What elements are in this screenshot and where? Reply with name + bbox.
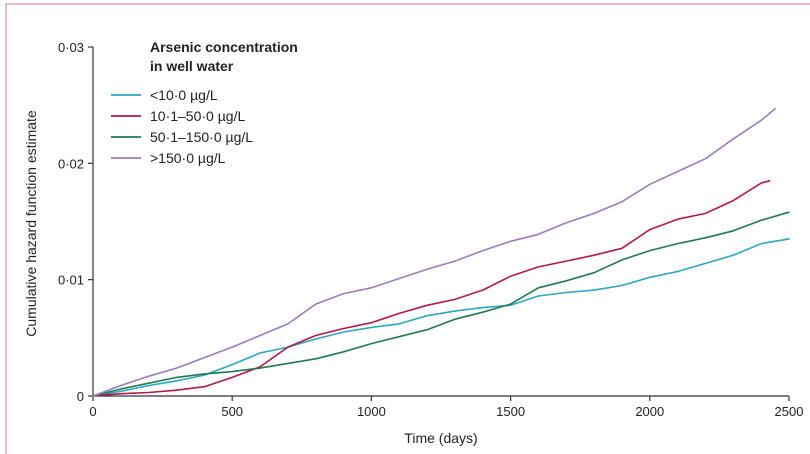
x-axis-label: Time (days) [404, 430, 477, 446]
y-tick-label: 0 [77, 389, 84, 404]
y-tick-label: 0·01 [58, 273, 84, 288]
legend-label-2: 10·1–50·0 µg/L [150, 108, 245, 124]
series-line-4 [92, 107, 776, 397]
series-lines [92, 107, 790, 397]
series-line-1 [92, 238, 790, 397]
x-tick-label: 2500 [775, 404, 804, 419]
legend-title-line-2: in well water [150, 58, 234, 74]
legend-label-4: >150·0 µg/L [150, 150, 226, 166]
x-tick-label: 1500 [496, 404, 525, 419]
legend-label-1: <10·0 µg/L [150, 87, 218, 103]
x-tick-label: 1000 [357, 404, 386, 419]
x-tick-label: 0 [89, 404, 96, 419]
series-line-2 [92, 180, 771, 397]
x-tick-label: 500 [221, 404, 243, 419]
y-tick-label: 0·03 [58, 40, 84, 55]
legend-items: <10·0 µg/L 10·1–50·0 µg/L 50·1–150·0 µg/L >… [111, 87, 253, 166]
y-axis-label: Cumulative hazard function estimate [23, 110, 39, 337]
series-line-3 [92, 211, 790, 397]
legend: Arsenic concentration in well water <10·… [111, 39, 298, 166]
y-tick-label: 0·02 [58, 156, 84, 171]
legend-label-3: 50·1–150·0 µg/L [150, 129, 253, 145]
legend-title-line-1: Arsenic concentration [150, 39, 298, 55]
y-ticks: 0 0·01 0·02 0·03 [58, 40, 93, 404]
x-tick-label: 2000 [635, 404, 664, 419]
axes [92, 47, 789, 397]
x-ticks: 0 500 1000 1500 2000 2500 [89, 396, 803, 419]
